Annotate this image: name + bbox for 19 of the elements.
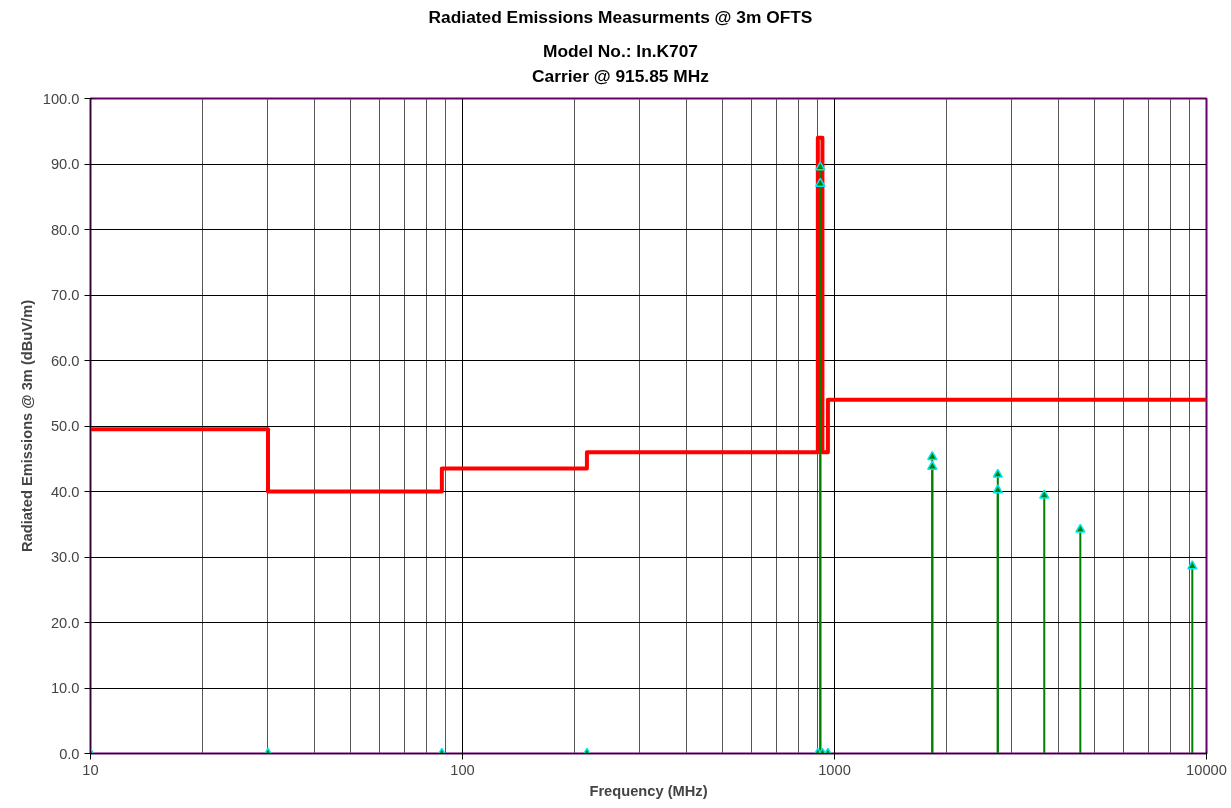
x-tick-label: 10000 [1186,761,1227,778]
y-tick-label: 0.0 [59,745,80,762]
x-tick-label: 100 [450,761,475,778]
y-tick-label: 40.0 [50,483,80,500]
y-tick-label: 70.0 [50,286,80,303]
x-axis-title: Frequency (MHz) [589,782,708,799]
y-axis-title: Radiated Emissions @ 3m (dBuV/m) [18,299,35,552]
x-tick-label: 1000 [818,761,851,778]
y-tick-label: 30.0 [50,548,80,565]
x-tick-label: 10 [82,761,99,778]
y-tick-label: 90.0 [50,155,80,172]
chart-subtitle: Model No.: In.K707 Carrier @ 915.85 MHz [532,40,709,88]
chart-title: Radiated Emissions Measurments @ 3m OFTS [428,6,813,29]
y-tick-label: 100.0 [42,90,80,107]
y-tick-label: 60.0 [50,352,80,369]
y-tick-label: 10.0 [50,679,80,696]
y-tick-label: 80.0 [50,221,80,238]
y-tick-label: 50.0 [50,417,80,434]
y-tick-label: 20.0 [50,614,80,631]
